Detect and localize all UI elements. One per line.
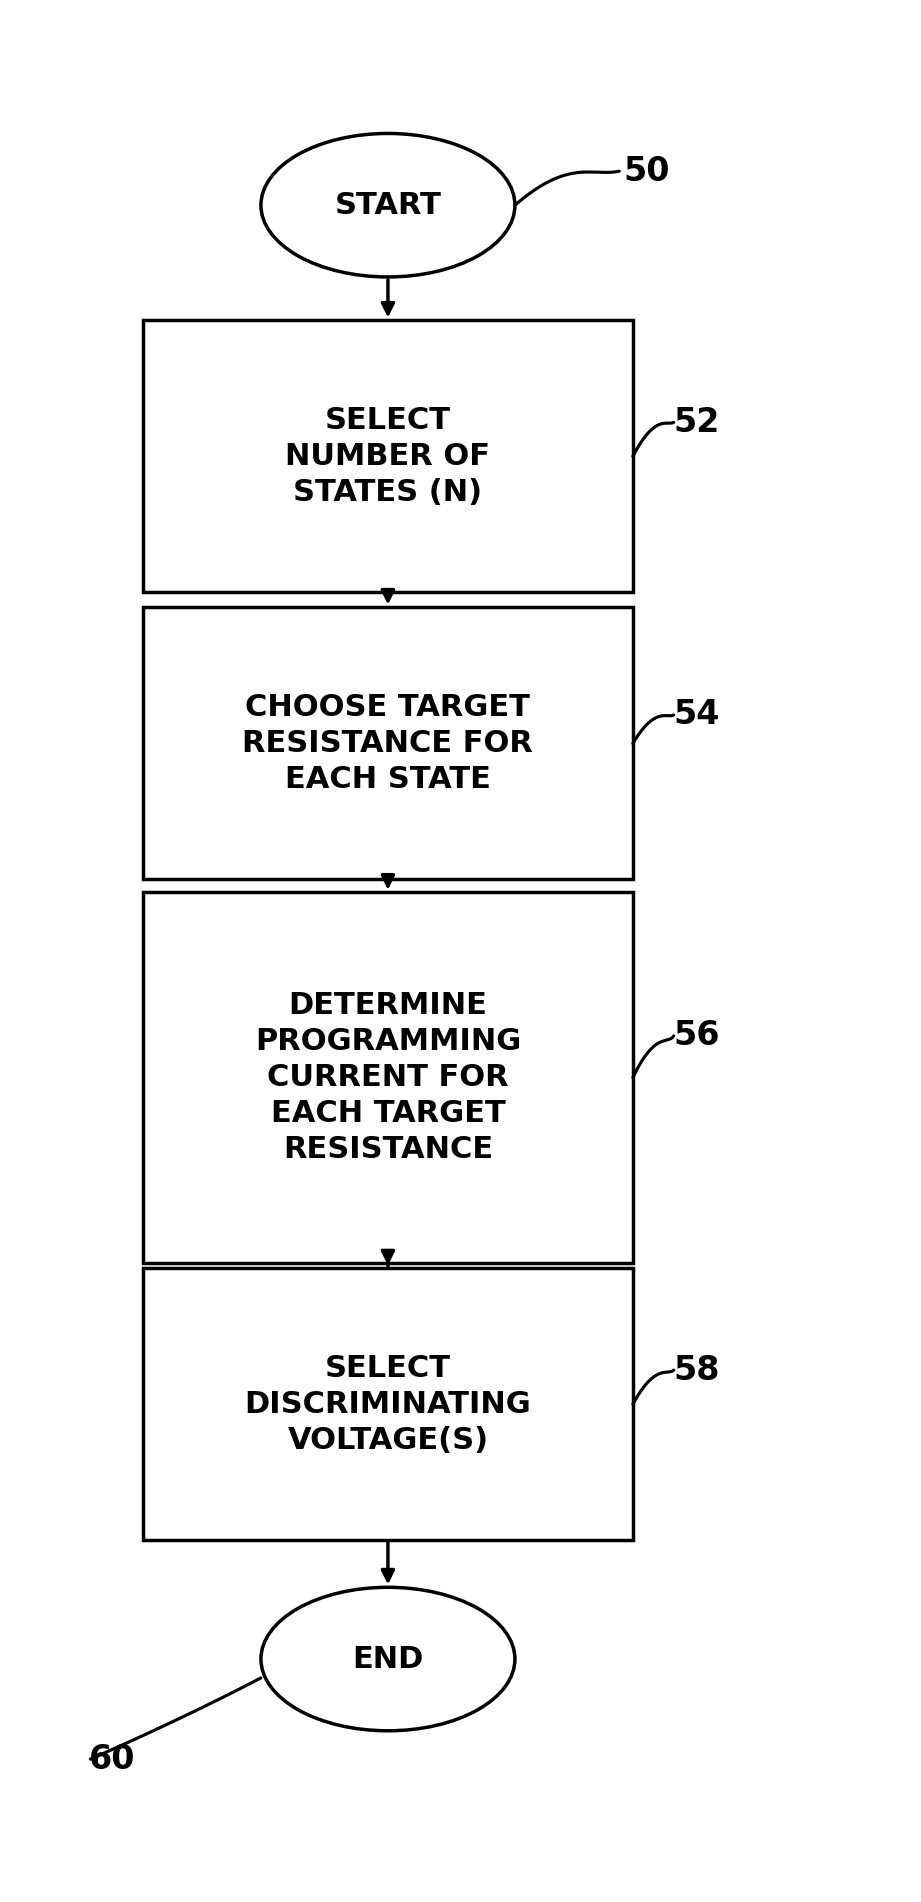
Text: 50: 50 bbox=[624, 154, 670, 188]
Text: 54: 54 bbox=[673, 698, 720, 732]
FancyBboxPatch shape bbox=[143, 1269, 633, 1541]
Text: 52: 52 bbox=[673, 405, 720, 439]
FancyBboxPatch shape bbox=[143, 607, 633, 879]
Text: SELECT
DISCRIMINATING
VOLTAGE(S): SELECT DISCRIMINATING VOLTAGE(S) bbox=[245, 1354, 531, 1455]
Ellipse shape bbox=[261, 133, 515, 278]
Text: END: END bbox=[352, 1645, 424, 1674]
Text: START: START bbox=[334, 190, 441, 221]
Text: SELECT
NUMBER OF
STATES (N): SELECT NUMBER OF STATES (N) bbox=[286, 405, 490, 506]
Text: 56: 56 bbox=[673, 1019, 720, 1052]
Text: DETERMINE
PROGRAMMING
CURRENT FOR
EACH TARGET
RESISTANCE: DETERMINE PROGRAMMING CURRENT FOR EACH T… bbox=[255, 991, 521, 1164]
Ellipse shape bbox=[261, 1588, 515, 1731]
Text: 58: 58 bbox=[673, 1354, 720, 1387]
FancyBboxPatch shape bbox=[143, 320, 633, 592]
Text: CHOOSE TARGET
RESISTANCE FOR
EACH STATE: CHOOSE TARGET RESISTANCE FOR EACH STATE bbox=[242, 692, 533, 793]
Text: 60: 60 bbox=[88, 1742, 135, 1776]
FancyBboxPatch shape bbox=[143, 892, 633, 1263]
